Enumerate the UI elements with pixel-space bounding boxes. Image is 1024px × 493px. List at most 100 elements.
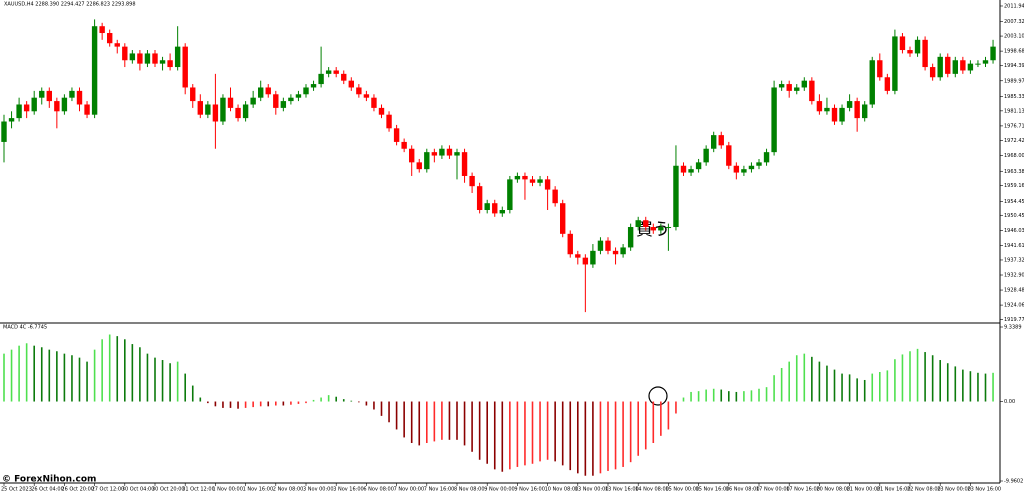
candle-body xyxy=(567,233,573,255)
candle-body xyxy=(174,46,181,68)
candle-body xyxy=(552,189,558,204)
candle-body xyxy=(703,148,709,163)
candle-body xyxy=(492,203,498,214)
candle-body xyxy=(167,60,173,68)
candle-body xyxy=(605,240,611,251)
x-tick-label: 21 Nov 00:00 xyxy=(847,487,881,493)
candle-body xyxy=(91,26,98,115)
candle-body xyxy=(76,90,83,105)
candle-body xyxy=(205,104,211,115)
candle-body xyxy=(665,227,672,229)
candle-body xyxy=(356,87,362,95)
candle-body xyxy=(763,152,770,163)
candle-body xyxy=(695,162,702,170)
candle-body xyxy=(892,36,898,91)
candle-body xyxy=(982,60,989,64)
y-tick-label: 0.00 xyxy=(1004,399,1015,405)
candle-body xyxy=(16,104,22,119)
x-tick-label: 9 Nov 16:00 xyxy=(514,487,545,493)
candle-body xyxy=(854,101,860,119)
y-tick-label: 1932.900 xyxy=(1004,273,1024,279)
x-tick-label: 8 Nov 08:00 xyxy=(454,487,485,493)
x-tick-label: 26 Oct 04:00 xyxy=(31,487,64,493)
x-tick-label: 22 Nov 08:00 xyxy=(907,487,941,493)
x-tick-label: 16 Nov 08:00 xyxy=(726,487,760,493)
candle-body xyxy=(635,220,641,228)
y-tick-label: 1989.970 xyxy=(1004,78,1024,84)
candle-body xyxy=(69,90,75,98)
candle-body xyxy=(61,97,68,112)
x-tick-label: 7 Nov 16:00 xyxy=(424,487,455,493)
highlight-circle xyxy=(648,386,668,406)
candle-body xyxy=(522,175,528,180)
candle-body xyxy=(378,107,385,115)
candle-body xyxy=(756,162,762,166)
candle-body xyxy=(242,104,249,119)
candle-body xyxy=(310,84,317,88)
y-tick-label: 9.3389 xyxy=(1004,325,1022,331)
y-tick-label: -9.9602 xyxy=(1004,479,1023,485)
candle-body xyxy=(137,53,143,64)
y-tick-label: 1941.610 xyxy=(1004,243,1024,249)
y-tick-label: 1928.480 xyxy=(1004,288,1024,294)
candle-body xyxy=(575,254,581,258)
candle-body xyxy=(212,104,219,122)
candle-body xyxy=(718,135,724,146)
candle-body xyxy=(952,60,958,74)
candle-body xyxy=(144,53,151,64)
x-tick-label: 23 Nov 16:00 xyxy=(967,487,1001,493)
candle-body xyxy=(914,39,921,54)
x-tick-label: 26 Oct 20:00 xyxy=(61,487,94,493)
candle-body xyxy=(8,118,15,122)
candle-body xyxy=(627,227,634,248)
y-tick-label: 1954.450 xyxy=(1004,199,1024,205)
candle-body xyxy=(544,179,551,190)
candle-body xyxy=(341,73,347,81)
candle-body xyxy=(688,169,694,173)
candle-body xyxy=(288,97,294,102)
candle-body xyxy=(265,87,271,95)
candle-body xyxy=(129,53,136,61)
candle-body xyxy=(862,104,868,119)
candle-body xyxy=(371,97,377,108)
x-tick-label: 1 Nov 16:00 xyxy=(243,487,274,493)
x-tick-label: 6 Nov 08:00 xyxy=(363,487,394,493)
x-tick-label: 21 Nov 16:00 xyxy=(877,487,911,493)
candle-body xyxy=(99,26,105,34)
candle-body xyxy=(325,70,332,74)
x-tick-label: 23 Nov 00:00 xyxy=(937,487,971,493)
candle-body xyxy=(643,220,649,228)
candle-body xyxy=(650,227,656,231)
y-tick-label: 1950.450 xyxy=(1004,213,1024,219)
candle-body xyxy=(680,165,687,173)
y-tick-label: 2003.100 xyxy=(1004,34,1024,40)
candle-body xyxy=(122,46,128,61)
x-tick-label: 15 Nov 00:00 xyxy=(665,487,699,493)
x-tick-label: 17 Nov 16:00 xyxy=(786,487,820,493)
candle-body xyxy=(363,94,370,98)
candle-body xyxy=(846,101,853,108)
y-tick-label: 1972.420 xyxy=(1004,138,1024,144)
x-tick-label: 15 Nov 16:00 xyxy=(696,487,730,493)
candle-body xyxy=(469,175,475,187)
y-tick-label: 1946.030 xyxy=(1004,228,1024,234)
candle-body xyxy=(393,128,400,142)
candle-body xyxy=(658,227,664,231)
y-tick-label: 1959.160 xyxy=(1004,183,1024,189)
candle-body xyxy=(514,175,521,180)
candle-body xyxy=(220,97,226,122)
candle-body xyxy=(273,94,279,108)
x-tick-label: 1 Nov 00:00 xyxy=(212,487,243,493)
x-tick-label: 31 Oct 12:00 xyxy=(182,487,215,493)
candle-body xyxy=(590,250,596,265)
y-tick-label: 1937.320 xyxy=(1004,257,1024,263)
candle-body xyxy=(824,107,830,112)
candle-body xyxy=(975,63,981,65)
candle-body xyxy=(401,141,407,149)
candle-body xyxy=(39,90,45,98)
candle-body xyxy=(945,56,951,74)
x-tick-label: 10 Nov 08:00 xyxy=(545,487,579,493)
x-tick-label: 3 Nov 00:00 xyxy=(303,487,334,493)
